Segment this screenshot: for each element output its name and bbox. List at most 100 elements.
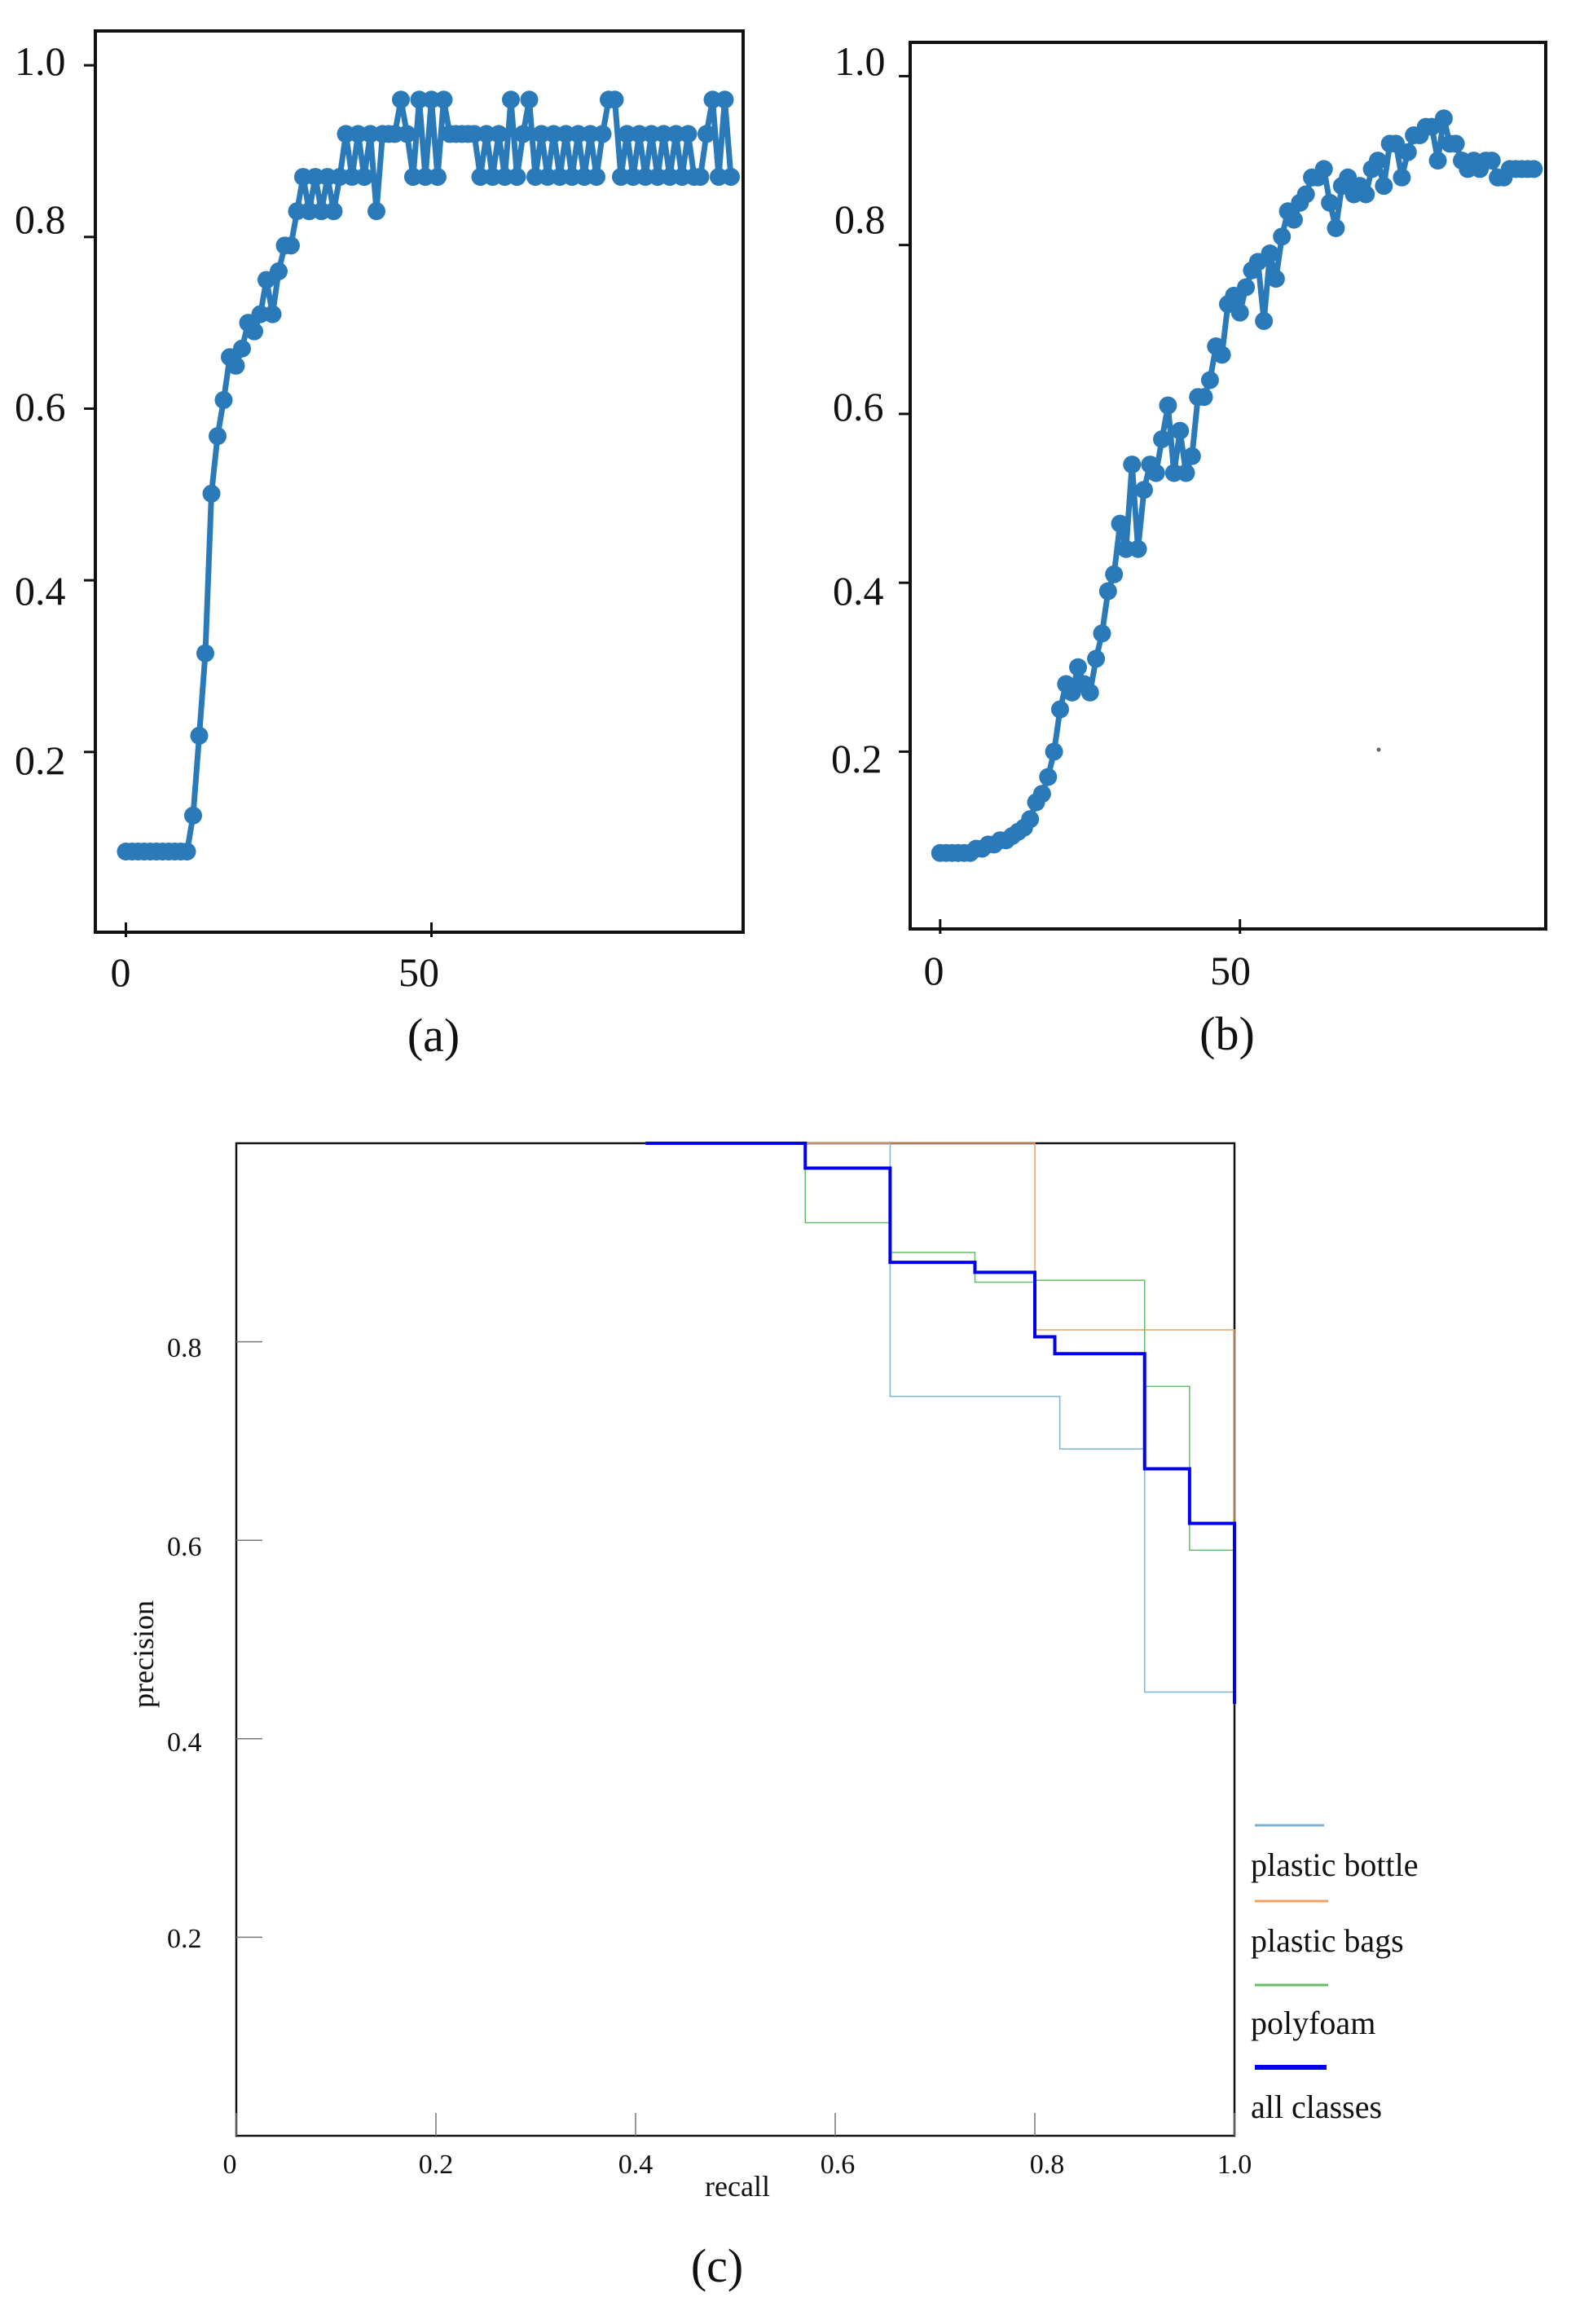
- panel-b-point: [1446, 134, 1465, 153]
- panel-a-ytick-label: 0.6: [15, 384, 66, 429]
- panel-a-series-line: [125, 96, 734, 855]
- panel-b-point: [1098, 582, 1117, 601]
- panel-c-xlabel: recall: [705, 2170, 770, 2203]
- panel-c-ytick-label: 0.6: [167, 1532, 202, 1562]
- panel-b-point: [1177, 464, 1195, 482]
- panel-a-frame: [94, 29, 745, 934]
- panel-a-point: [715, 90, 734, 109]
- panel-b-point: [1105, 565, 1124, 583]
- panel-c-ytick-label: 0.4: [167, 1728, 202, 1758]
- panel-b-point: [1087, 649, 1106, 668]
- panel-a-point: [508, 168, 526, 187]
- panel-b-point: [1255, 311, 1274, 330]
- panel-b-point: [1237, 278, 1256, 297]
- panel-b-point: [1182, 447, 1201, 465]
- panel-b-point: [1314, 160, 1333, 178]
- panel-c-ytick-label: 0.2: [167, 1924, 202, 1954]
- panel-b-caption: (b): [1199, 1007, 1255, 1060]
- legend-label-polyfoam: polyfoam: [1251, 2005, 1375, 2041]
- panel-b-point: [1375, 177, 1393, 196]
- panel-a-point: [520, 90, 539, 109]
- panel-b-point: [1069, 658, 1088, 676]
- panel-a-point: [178, 842, 196, 860]
- panel-a-point: [429, 168, 447, 187]
- panel-b-point: [1195, 388, 1213, 407]
- panel-a-point: [593, 125, 612, 143]
- panel-b-point: [1153, 430, 1172, 449]
- panel-c-xtick-label: 0.6: [821, 2150, 856, 2180]
- panel-b-ytick-label: 0.4: [833, 568, 884, 614]
- panel-a-point: [398, 125, 416, 143]
- panel-b-point: [1129, 539, 1147, 558]
- panel-b-point: [1428, 152, 1447, 170]
- panel-b-point: [1159, 396, 1177, 415]
- legend: plastic bottle plastic bags polyfoam all…: [1251, 1824, 1419, 2125]
- panel-a-point: [697, 125, 715, 143]
- panel-a-point: [202, 484, 221, 503]
- panel-c-ticks: [235, 1340, 1235, 2136]
- panel-a-point: [490, 125, 508, 143]
- panel-c: 0.2 0.4 0.6 0.8 0 0.2 0.4 0.6 0.8 1.0 re…: [127, 1142, 1419, 2292]
- panel-a-point: [587, 168, 605, 187]
- panel-b-point: [1273, 227, 1292, 246]
- panel-b-marks: [899, 74, 1543, 934]
- panel-b-ytick-label: 0.2: [831, 736, 882, 781]
- panel-b-point: [1021, 810, 1040, 829]
- panel-a-point: [184, 806, 202, 825]
- panel-b-frame: [909, 41, 1547, 931]
- legend-label-plastic-bottle: plastic bottle: [1251, 1846, 1419, 1883]
- panel-b-point: [1525, 160, 1543, 178]
- pr-curve-all-classes: [645, 1142, 1236, 1705]
- panel-a-point: [196, 644, 214, 662]
- panel-b-point: [1398, 143, 1417, 161]
- panel-c-xtick-label: 0: [223, 2150, 237, 2180]
- panel-a-ytick-label: 1.0: [15, 38, 66, 84]
- panel-b-point: [1146, 464, 1165, 482]
- panel-c-ytick-label: 0.8: [167, 1333, 202, 1363]
- panel-a-point: [514, 125, 532, 143]
- panel-b-ytick-labels: 0.2 0.4 0.6 0.8 1.0: [831, 38, 886, 781]
- panel-b-xtick-label: 0: [924, 948, 944, 993]
- panel-a-point: [209, 427, 227, 446]
- panel-a-point: [392, 90, 410, 109]
- panel-b-point: [1482, 152, 1501, 170]
- panel-a-point: [605, 90, 624, 109]
- panel-a-ytick-labels: 0.2 0.4 0.6 0.8 1.0: [15, 38, 66, 783]
- panel-a-point: [245, 322, 263, 341]
- panel-b-point: [1296, 185, 1315, 204]
- panel-b-point: [1032, 785, 1051, 803]
- panel-c-ytick-labels: 0.2 0.4 0.6 0.8: [167, 1333, 202, 1954]
- panel-a-marks: [84, 64, 740, 937]
- panel-b-point: [1039, 768, 1058, 786]
- panel-a-point: [355, 168, 373, 187]
- panel-b-point: [1200, 371, 1219, 390]
- panel-a-point: [233, 339, 251, 358]
- panel-b-ytick-label: 0.8: [834, 196, 886, 242]
- panel-b-ytick-label: 0.6: [833, 384, 884, 429]
- panel-b-xtick-labels: 0 50: [924, 948, 1252, 993]
- panel-a-point: [722, 168, 740, 187]
- panel-b-point: [1093, 624, 1111, 643]
- panel-c-xtick-labels: 0 0.2 0.4 0.6 0.8 1.0: [223, 2150, 1252, 2180]
- panel-b-xtick-label: 50: [1210, 948, 1251, 993]
- panel-b-point: [1321, 193, 1340, 212]
- panel-b-point: [1261, 244, 1279, 263]
- panel-c-caption: (c): [691, 2239, 743, 2292]
- panel-a-point: [282, 236, 300, 255]
- panel-b-point: [1393, 168, 1411, 187]
- panel-a-point: [434, 90, 453, 109]
- legend-label-plastic-bags: plastic bags: [1251, 1922, 1404, 1959]
- panel-b-point: [1123, 456, 1142, 474]
- panel-a-point: [214, 390, 233, 409]
- panel-a-point: [679, 125, 697, 143]
- panel-a-ytick-label: 0.8: [15, 196, 66, 242]
- panel-b-point: [1045, 742, 1063, 761]
- panel-b-point: [1284, 210, 1303, 229]
- panel-b-point: [1368, 152, 1387, 170]
- panel-a-point: [263, 305, 282, 324]
- panel-a-xtick-label: 0: [111, 949, 131, 995]
- panel-b-point: [1111, 514, 1129, 533]
- panel-b-point: [1357, 185, 1375, 204]
- panel-b-point: [1266, 270, 1285, 288]
